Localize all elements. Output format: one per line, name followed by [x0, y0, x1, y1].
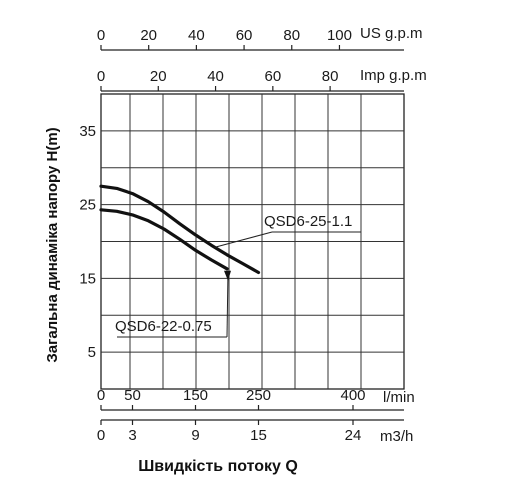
m3h-axis-unit: m3/h — [380, 428, 413, 445]
us-gpm-tick-label: 40 — [188, 27, 205, 44]
lpm-tick-label: 0 — [97, 387, 105, 404]
lpm-axis-unit: l/min — [383, 389, 415, 406]
lpm-tick-label: 50 — [124, 387, 141, 404]
y-tick-label: 15 — [79, 270, 96, 287]
y-tick-label: 5 — [88, 344, 96, 361]
us-gpm-tick-label: 80 — [283, 27, 300, 44]
series-label-1: QSD6-25-1.1 — [264, 213, 352, 230]
x-axis-title: Швидкість потоку Q — [138, 458, 298, 475]
lpm-tick-label: 250 — [246, 387, 271, 404]
m3h-tick-label: 24 — [345, 427, 362, 444]
imp-gpm-tick-label: 20 — [150, 68, 167, 85]
imp-gpm-tick-label: 40 — [207, 68, 224, 85]
series-line-1 — [99, 184, 261, 275]
imp-gpm-tick-label: 0 — [97, 68, 105, 85]
imp-gpm-tick-label: 60 — [264, 68, 281, 85]
label-leader-1 — [214, 231, 273, 248]
us-gpm-axis-unit: US g.p.m — [360, 25, 423, 42]
series-layer — [99, 184, 261, 275]
bottom-axes: 0 50 150 250 400 0 3 9 15 24 — [97, 387, 404, 444]
label-leader-2 — [226, 270, 229, 338]
lpm-tick-label: 150 — [183, 387, 208, 404]
m3h-tick-label: 15 — [250, 427, 267, 444]
top-axes: 0 20 40 60 80 100 0 20 40 60 80 — [97, 27, 404, 92]
series-line-2 — [99, 208, 229, 271]
curve-labels: QSD6-25-1.1 QSD6-22-0.75 — [115, 213, 361, 338]
label-arrowhead-2 — [224, 270, 231, 281]
lpm-tick-label: 400 — [340, 387, 365, 404]
imp-gpm-axis-unit: Imp g.p.m — [360, 67, 427, 84]
us-gpm-tick-label: 100 — [327, 27, 352, 44]
m3h-tick-label: 3 — [128, 427, 136, 444]
y-axis-title: Загальна динаміка напору H(m) — [44, 127, 61, 362]
series-label-2: QSD6-22-0.75 — [115, 318, 212, 335]
us-gpm-tick-label: 60 — [236, 27, 253, 44]
imp-gpm-tick-label: 80 — [322, 68, 339, 85]
m3h-tick-label: 0 — [97, 427, 105, 444]
us-gpm-tick-label: 0 — [97, 27, 105, 44]
y-tick-label: 25 — [79, 197, 96, 214]
y-tick-label: 35 — [79, 123, 96, 140]
m3h-tick-label: 9 — [191, 427, 199, 444]
grid-lines — [101, 94, 404, 389]
y-axis: 5 15 25 35 — [79, 123, 96, 361]
us-gpm-tick-label: 20 — [140, 27, 157, 44]
